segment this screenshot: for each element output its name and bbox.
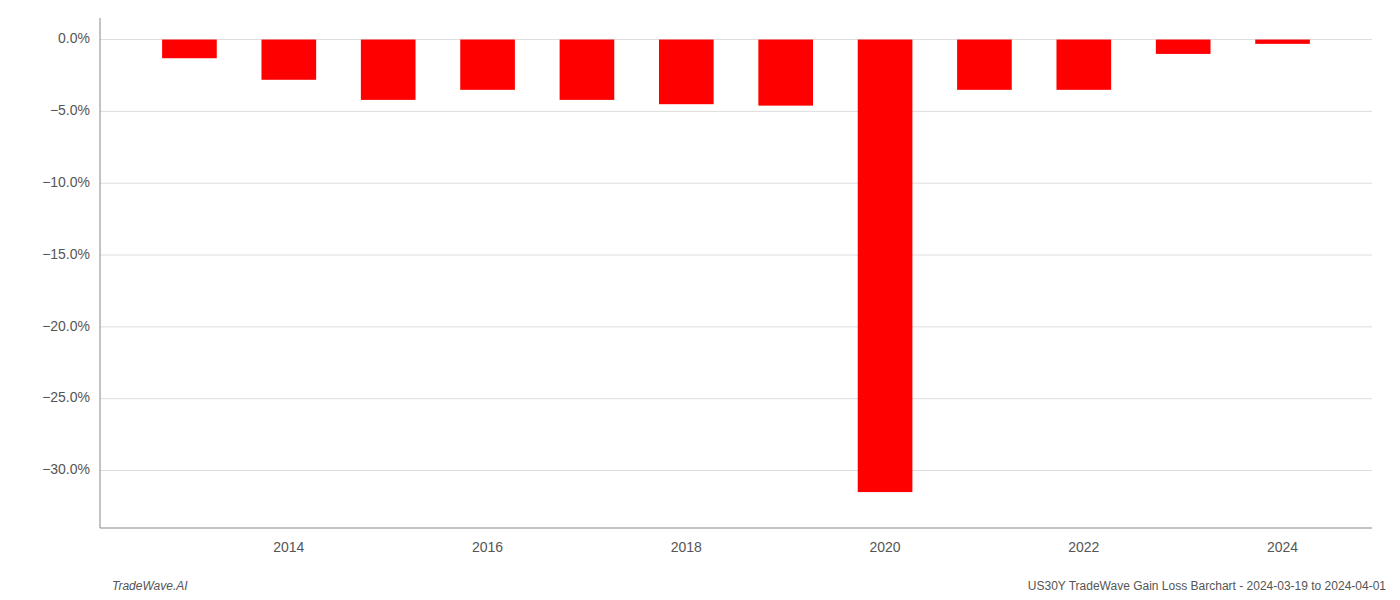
grid-line — [100, 183, 1372, 184]
grid-line — [100, 326, 1372, 327]
bar — [560, 40, 615, 100]
y-tick-label: −20.0% — [42, 318, 90, 334]
grid-line — [100, 398, 1372, 399]
bar — [758, 40, 813, 106]
y-tick-label: −10.0% — [42, 174, 90, 190]
x-tick-label: 2014 — [273, 539, 304, 555]
bar — [460, 40, 515, 90]
background — [0, 0, 1400, 600]
x-tick-label: 2022 — [1068, 539, 1099, 555]
y-tick-label: −25.0% — [42, 389, 90, 405]
footer-text: US30Y TradeWave Gain Loss Barchart - 202… — [1028, 579, 1387, 593]
y-tick-label: −15.0% — [42, 246, 90, 262]
y-tick-label: −30.0% — [42, 461, 90, 477]
y-tick-label: −5.0% — [50, 102, 90, 118]
grid — [100, 40, 1372, 471]
bar — [659, 40, 714, 105]
y-axis: 0.0% −5.0% −10.0% −15.0% −20.0% −25.0% −30.0% — [42, 18, 100, 528]
y-axis-line — [100, 18, 101, 528]
y-tick-label: 0.0% — [58, 30, 90, 46]
x-tick-label: 2024 — [1267, 539, 1298, 555]
bar — [261, 40, 316, 80]
x-tick-label: 2018 — [671, 539, 702, 555]
bar — [858, 40, 913, 493]
bar — [162, 40, 217, 59]
x-axis: 2014 2016 2018 2020 2022 2024 — [100, 528, 1372, 555]
grid-line — [100, 111, 1372, 112]
grid-line — [100, 255, 1372, 256]
bar — [1056, 40, 1111, 90]
chart-svg: 0.0% −5.0% −10.0% −15.0% −20.0% −25.0% −30.0% 2… — [0, 0, 1400, 600]
bar — [957, 40, 1012, 90]
x-axis-line — [100, 527, 1372, 528]
bars — [162, 40, 1310, 493]
bar — [1156, 40, 1211, 54]
x-tick-label: 2020 — [869, 539, 900, 555]
grid-line — [100, 470, 1372, 471]
bar — [361, 40, 416, 100]
footer-text: TradeWave.AI — [112, 579, 188, 593]
x-tick-label: 2016 — [472, 539, 503, 555]
bar — [1255, 40, 1310, 44]
